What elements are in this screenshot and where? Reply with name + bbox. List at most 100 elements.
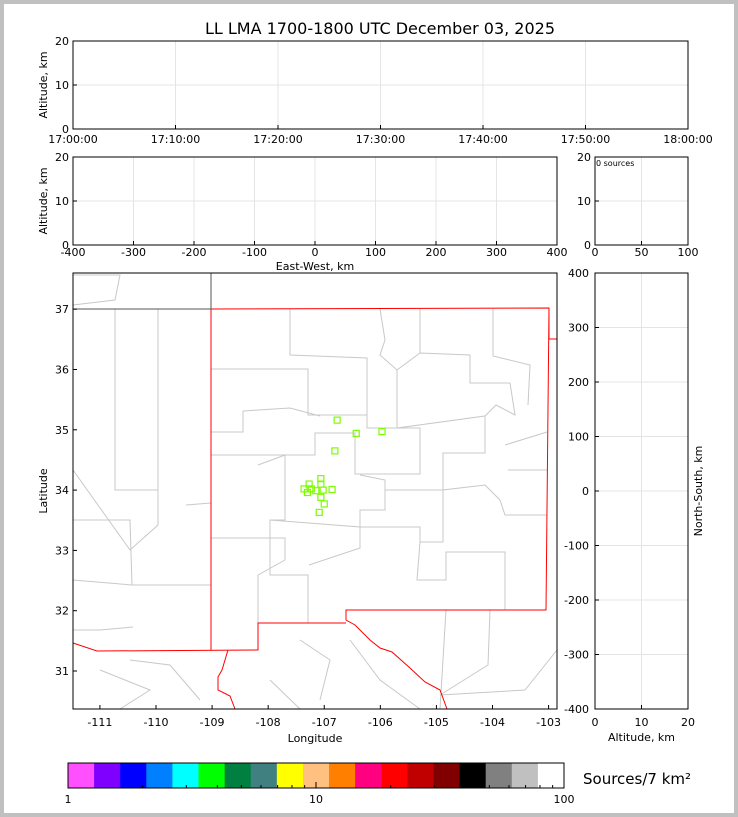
colorbar-segment	[94, 763, 121, 788]
source-point	[317, 493, 325, 501]
source-point	[333, 416, 341, 424]
colorbar-tick-label: 100	[554, 793, 575, 806]
y-tick-label: 0	[62, 239, 69, 252]
colorbar-segment	[433, 763, 461, 788]
panel-frame	[72, 40, 689, 130]
x-tick-label: 300	[486, 246, 507, 259]
colorbar-segment	[250, 763, 278, 788]
panel-frame	[594, 156, 689, 246]
x-tick-label: 400	[547, 246, 568, 259]
x-tick-label: 50	[635, 246, 649, 259]
source-point	[331, 447, 339, 455]
x-tick-label: 17:00:00	[48, 133, 97, 146]
county-boundary	[492, 309, 531, 406]
x-tick-label: -107	[312, 716, 337, 729]
colorbar-segment	[407, 763, 434, 788]
y-tick-label: 10	[55, 195, 69, 208]
x-tick-label: 100	[365, 246, 386, 259]
panel-frame	[594, 272, 689, 710]
y-tick-label: -200	[564, 594, 589, 607]
panel-altitude-histogram: 0 50 100 0 10 20 0 sources	[577, 151, 699, 259]
y-tick-label: 0	[62, 123, 69, 136]
county-boundary	[99, 659, 201, 710]
x-tick-label: -111	[87, 716, 112, 729]
x-tick-label: 20	[681, 716, 695, 729]
county-boundary	[504, 431, 548, 471]
colorbar: 1 10 100	[65, 762, 575, 806]
x-axis-label: Longitude	[288, 732, 343, 745]
county-boundary	[211, 368, 421, 475]
colorbar-tick-label: 1	[65, 793, 72, 806]
x-tick-label: 17:30:00	[356, 133, 405, 146]
panel-altitude-eastwest: -400 -300 -200 -100 0 100 200 300 400 0 10 20 Altitu…	[37, 151, 568, 273]
x-tick-label: -400	[61, 246, 86, 259]
source-point	[312, 487, 320, 495]
source-point	[320, 500, 328, 508]
colorbar-segment	[224, 763, 252, 788]
y-tick-label: -400	[564, 703, 589, 716]
x-tick-label: -110	[144, 716, 169, 729]
y-tick-label: 400	[568, 267, 589, 280]
colorbar-segment	[68, 763, 95, 788]
source-point	[307, 485, 315, 493]
source-point	[319, 486, 327, 494]
x-tick-label: 200	[426, 246, 447, 259]
county-boundary	[379, 308, 516, 417]
annotation: 0 sources	[596, 159, 634, 168]
y-tick-label: 200	[568, 376, 589, 389]
x-tick-label: -105	[424, 716, 449, 729]
y-tick-label: 100	[568, 431, 589, 444]
y-tick-label: 36	[55, 363, 69, 376]
y-axis-label: North-South, km	[692, 446, 705, 537]
county-boundary	[439, 609, 558, 696]
colorbar-segment	[511, 763, 539, 788]
source-point	[303, 488, 312, 497]
county-boundary	[242, 407, 321, 417]
county-boundary	[416, 541, 506, 610]
x-tick-label: 18:00:00	[663, 133, 712, 146]
y-tick-label: 20	[577, 151, 591, 164]
plan-view-map: -111 -110 -109 -108 -107 -106 -105 -104 -103 31 32…	[37, 272, 561, 745]
y-tick-label: 10	[55, 79, 69, 92]
chart-title: LL LMA 1700-1800 UTC December 03, 2025	[205, 19, 555, 38]
y-axis-label: Latitude	[37, 468, 50, 514]
source-point	[305, 480, 313, 488]
y-tick-label: 300	[568, 322, 589, 335]
y-tick-label: 10	[577, 195, 591, 208]
county-boundary	[211, 537, 286, 623]
y-tick-label: 0	[584, 239, 591, 252]
county-boundary	[269, 639, 421, 710]
colorbar-segment	[172, 763, 200, 788]
y-axis-label: Altitude, km	[37, 167, 50, 234]
new-mexico-boundary	[72, 307, 557, 710]
county-boundary	[185, 502, 212, 506]
y-tick-label: 20	[55, 151, 69, 164]
x-axis-label: Altitude, km	[608, 731, 675, 744]
y-tick-label: 20	[55, 35, 69, 48]
y-tick-label: -300	[564, 649, 589, 662]
map-frame	[72, 272, 558, 710]
county-boundary	[211, 411, 244, 433]
y-tick-label: 33	[55, 544, 69, 557]
colorbar-segment	[146, 763, 173, 788]
y-tick-label: 31	[55, 665, 69, 678]
colorbar-segment	[198, 763, 226, 788]
y-tick-label: 0	[582, 485, 589, 498]
x-tick-label: 17:50:00	[561, 133, 610, 146]
source-point	[352, 429, 360, 438]
x-tick-label: -109	[200, 716, 225, 729]
colorbar-tick-label: 10	[309, 793, 323, 806]
y-tick-label: 37	[55, 303, 69, 316]
county-boundary	[289, 309, 368, 415]
map-background	[73, 273, 557, 709]
x-tick-label: 10	[635, 716, 649, 729]
colorbar-segment	[276, 763, 304, 788]
county-boundary	[72, 274, 121, 306]
x-tick-label: -103	[536, 716, 561, 729]
source-point	[378, 428, 386, 436]
colorbar-segment	[537, 763, 565, 788]
colorbar-segment	[459, 763, 487, 788]
x-tick-label: 0	[592, 716, 599, 729]
x-tick-label: -104	[480, 716, 505, 729]
panel-frame	[72, 156, 558, 246]
